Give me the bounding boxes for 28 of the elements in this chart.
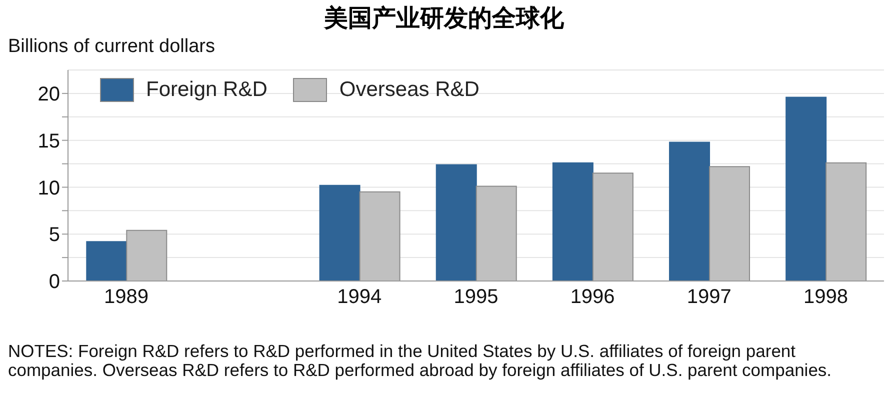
y-axis-title: Billions of current dollars xyxy=(8,36,215,58)
y-tick-label: 15 xyxy=(38,130,60,152)
legend-label: Foreign R&D xyxy=(146,78,268,102)
bar xyxy=(552,162,594,281)
y-tick-label: 0 xyxy=(48,271,60,294)
x-tick-label: 1989 xyxy=(104,286,149,308)
x-tick-label: 1996 xyxy=(570,286,615,308)
bar xyxy=(319,184,360,281)
bar xyxy=(592,172,634,281)
x-tick-label: 1998 xyxy=(803,286,848,308)
y-tick-label: 5 xyxy=(48,224,60,246)
x-tick-label: 1994 xyxy=(337,286,382,308)
bar xyxy=(359,191,400,281)
legend-label: Overseas R&D xyxy=(339,78,480,102)
bar xyxy=(786,96,827,281)
x-tick-label: 1997 xyxy=(686,286,732,308)
bar xyxy=(826,162,867,281)
bar xyxy=(709,166,750,281)
bar xyxy=(86,241,128,281)
bar xyxy=(126,230,168,281)
bar xyxy=(436,164,477,281)
chart-title: 美国产业研发的全球化 xyxy=(322,3,565,34)
x-tick-label: 1995 xyxy=(454,286,498,308)
text: NOTES: Foreign R&D refers to R&D performed in the United States by U.S. affiliates of foreign parent companies. Overseas R&D refers to R&D performed abroad by foreign affiliates of U.S. parent companies. xyxy=(8,341,833,380)
bar xyxy=(476,186,517,281)
y-tick-label: 20 xyxy=(38,84,60,106)
bar xyxy=(669,142,710,281)
y-tick-label: 10 xyxy=(38,177,60,200)
